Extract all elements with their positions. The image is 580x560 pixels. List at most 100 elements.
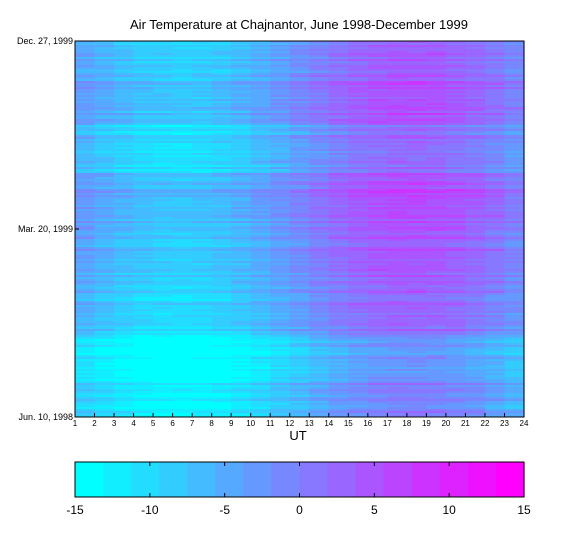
heatmap-cell [328,267,349,270]
heatmap-cell [289,321,310,324]
heatmap-cell [75,179,96,182]
heatmap-cell [484,43,506,46]
heatmap-cell [172,255,193,258]
heatmap-cell [192,185,213,188]
heatmap-cell [133,119,154,122]
heatmap-cell [250,115,271,118]
heatmap-cell [270,363,291,366]
heatmap-cell [75,283,96,286]
heatmap-cell [387,375,408,378]
heatmap-cell [504,135,525,138]
heatmap-cell [406,407,427,410]
heatmap-cell [94,311,115,314]
heatmap-cell [406,395,427,398]
heatmap-cell [367,337,388,340]
heatmap-cell [504,253,525,256]
heatmap-cell [250,375,271,378]
heatmap-cell [231,305,252,308]
heatmap-cell [406,299,427,302]
heatmap-cell [172,353,193,356]
heatmap-cell [484,189,506,192]
heatmap-cell [211,325,232,328]
heatmap-cell [250,51,271,54]
heatmap-cell [328,103,349,106]
heatmap-cell [114,177,135,180]
heatmap-cell [250,215,271,218]
heatmap-cell [406,147,427,150]
heatmap-cell [133,271,154,274]
heatmap-cell [75,53,96,56]
heatmap-cell [367,49,388,52]
heatmap-cell [309,367,330,370]
heatmap-cell [348,237,369,240]
heatmap-cell [406,81,427,84]
heatmap-cell [309,213,330,216]
heatmap-cell [211,327,232,330]
heatmap-cell [94,385,115,388]
heatmap-cell [309,363,330,366]
heatmap-cell [348,105,369,108]
heatmap-cell [153,239,174,242]
heatmap-cell [426,199,447,202]
heatmap-cell [114,173,135,176]
heatmap-cell [289,121,310,124]
heatmap-cell [270,149,291,152]
heatmap-cell [153,269,174,272]
heatmap-cell [445,41,467,44]
heatmap-cell [426,55,447,58]
heatmap-cell [231,249,252,252]
heatmap-cell [465,137,486,140]
heatmap-cell [484,403,506,406]
heatmap-cell [192,321,213,324]
heatmap-cell [114,323,135,326]
heatmap-cell [484,339,506,342]
heatmap-cell [504,255,525,258]
heatmap-cell [133,177,154,180]
heatmap-cell [153,181,174,184]
heatmap-cell [367,359,388,362]
heatmap-cell [114,285,135,288]
heatmap-cell [387,237,408,240]
heatmap-cell [465,387,486,390]
heatmap-cell [75,233,96,236]
heatmap-cell [94,167,115,170]
heatmap-cell [504,185,525,188]
heatmap-cell [465,155,486,158]
heatmap-cell [289,327,310,330]
heatmap-cell [94,45,115,48]
heatmap-cell [465,371,486,374]
heatmap-cell [387,249,408,252]
heatmap-cell [231,119,252,122]
heatmap-cell [328,213,349,216]
heatmap-cell [465,373,486,376]
heatmap-cell [192,161,213,164]
heatmap-cell [504,41,525,44]
heatmap-cell [94,53,115,56]
heatmap-cell [133,285,154,288]
heatmap-cell [133,131,154,134]
heatmap-cell [133,231,154,234]
heatmap-cell [172,223,193,226]
heatmap-cell [465,329,486,332]
heatmap-cell [289,319,310,322]
heatmap-cell [328,245,349,248]
heatmap-cell [250,137,271,140]
heatmap-cell [484,291,506,294]
heatmap-cell [328,251,349,254]
heatmap-cell [484,95,506,98]
heatmap-cell [367,239,388,242]
heatmap-cell [94,339,115,342]
heatmap-cell [133,387,154,390]
heatmap-cell [445,131,467,134]
heatmap-cell [406,303,427,306]
heatmap-cell [367,85,388,88]
heatmap-cell [250,225,271,228]
heatmap-cell [270,229,291,232]
heatmap-cell [94,211,115,214]
heatmap-cell [348,171,369,174]
heatmap-cell [75,369,96,372]
heatmap-cell [133,413,154,416]
heatmap-cell [426,187,447,190]
heatmap-cell [192,261,213,264]
heatmap-cell [426,41,447,44]
